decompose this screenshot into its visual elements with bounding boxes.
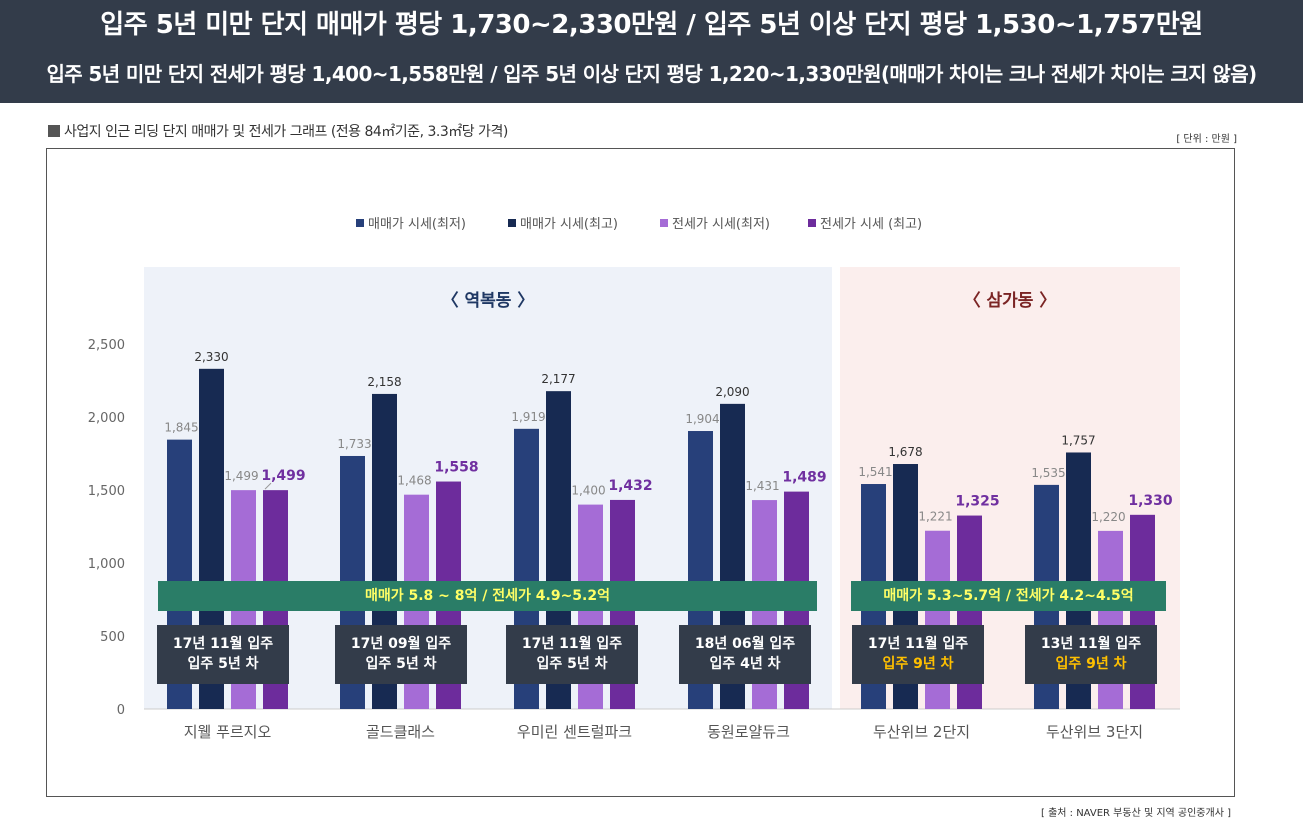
chart-axis: 0 500 1,000 1,500 2,000 2,500 지웰 푸르지오 골드클래스 우미린 …: [88, 338, 1180, 741]
legend-label: 전세가 시세 (최고): [820, 217, 922, 232]
bar-value-label: 1,220: [1091, 510, 1125, 524]
building-age: 입주 4년 차: [709, 656, 781, 672]
legend-swatch: [808, 219, 816, 227]
bar-value-label: 1,541: [858, 465, 892, 479]
move-in-date: 17년 11월 입주: [521, 636, 623, 652]
y-tick-label: 2,000: [88, 411, 125, 426]
chart-frame: [46, 148, 1235, 797]
bar-value-label: 1,678: [888, 445, 922, 459]
legend-label: 매매가 시세(최고): [520, 217, 618, 232]
unit-label: [ 단위 : 만원 ]: [1176, 134, 1237, 145]
bar-value-label: 1,221: [918, 510, 952, 524]
bar-value-label: 1,499: [224, 469, 258, 483]
square-bullet-icon: [48, 125, 60, 137]
bar-value-label: 1,733: [337, 437, 371, 451]
x-tick-label: 골드클래스: [366, 723, 435, 741]
chart-legend: 매매가 시세(최저) 매매가 시세(최고) 전세가 시세(최저) 전세가 시세 (최고…: [356, 217, 922, 232]
y-tick-label: 1,500: [88, 484, 125, 499]
label-leader-line: [264, 482, 272, 490]
y-tick-label: 500: [100, 630, 125, 645]
x-tick-label: 동원로얄듀크: [707, 723, 790, 741]
building-age: 입주 9년 차: [1055, 656, 1127, 672]
legend-swatch: [356, 219, 364, 227]
price-range-band: 매매가 5.8 ~ 8억 / 전세가 4.9~5.2억: [158, 581, 817, 611]
x-tick-label: 지웰 푸르지오: [184, 723, 272, 741]
header-banner: 입주 5년 미만 단지 매매가 평당 1,730~2,330만원 / 입주 5년…: [0, 0, 1303, 103]
legend-label: 매매가 시세(최저): [368, 217, 466, 232]
bar-value-label: 1,325: [955, 494, 999, 510]
bar-value-label: 2,177: [541, 372, 575, 386]
chart-title-text: 사업지 인근 리딩 단지 매매가 및 전세가 그래프 (전용 84㎡기준, 3.…: [64, 124, 508, 140]
building-age: 입주 9년 차: [882, 656, 954, 672]
source-label: [ 출처 : NAVER 부동산 및 지역 공인중개사 ]: [1041, 808, 1231, 819]
bar-value-label: 1,400: [571, 484, 605, 498]
legend-swatch: [660, 219, 668, 227]
move-in-date: 17년 09월 입주: [350, 636, 452, 652]
bar-value-label: 1,558: [434, 460, 478, 476]
legend-swatch: [508, 219, 516, 227]
move-in-date: 17년 11월 입주: [172, 636, 274, 652]
bar-value-label: 1,904: [685, 412, 719, 426]
bar-value-label: 1,845: [164, 421, 198, 435]
legend-label: 전세가 시세(최저): [672, 217, 770, 232]
y-tick-label: 0: [117, 703, 125, 718]
building-age: 입주 5년 차: [187, 656, 259, 672]
move-in-date: 18년 06월 입주: [694, 636, 796, 652]
x-tick-label: 두산위브 3단지: [1046, 723, 1143, 741]
region-label: 〈 역복동 〉: [442, 290, 535, 311]
building-age: 입주 5년 차: [536, 656, 608, 672]
header-line-1: 입주 5년 미만 단지 매매가 평당 1,730~2,330만원 / 입주 5년…: [100, 10, 1203, 40]
bar-value-label: 1,468: [397, 474, 431, 488]
bar-value-label: 2,090: [715, 385, 749, 399]
price-range-band: 매매가 5.3~5.7억 / 전세가 4.2~4.5억: [851, 581, 1166, 611]
y-tick-label: 1,000: [88, 557, 125, 572]
header-line-2: 입주 5년 미만 단지 전세가 평당 1,400~1,558만원 / 입주 5년…: [46, 62, 1257, 86]
x-tick-label: 우미린 센트럴파크: [517, 723, 632, 741]
bar-value-label: 1,757: [1061, 433, 1095, 447]
bar-value-label: 1,535: [1031, 466, 1065, 480]
building-age: 입주 5년 차: [365, 656, 437, 672]
move-in-date: 13년 11월 입주: [1040, 636, 1142, 652]
bar-value-label: 2,330: [194, 350, 228, 364]
bar-value-label: 1,330: [1128, 493, 1173, 509]
region-label: 〈 삼가동 〉: [964, 290, 1057, 311]
move-in-date: 17년 11월 입주: [867, 636, 969, 652]
bar-value-label: 1,431: [745, 479, 779, 493]
y-tick-label: 2,500: [88, 338, 125, 353]
bar-value-label: 1,499: [261, 468, 305, 484]
bar-value-label: 1,489: [782, 470, 826, 486]
chart-data-labels: 1,845 1,733 1,919 1,904 1,541 1,535 2,330 2,158…: [164, 350, 1173, 524]
bar-value-label: 1,919: [511, 410, 545, 424]
x-tick-label: 두산위브 2단지: [873, 723, 970, 741]
bar-value-label: 2,158: [367, 375, 401, 389]
bar-value-label: 1,432: [608, 478, 652, 494]
chart-title: 사업지 인근 리딩 단지 매매가 및 전세가 그래프 (전용 84㎡기준, 3.…: [48, 121, 508, 141]
